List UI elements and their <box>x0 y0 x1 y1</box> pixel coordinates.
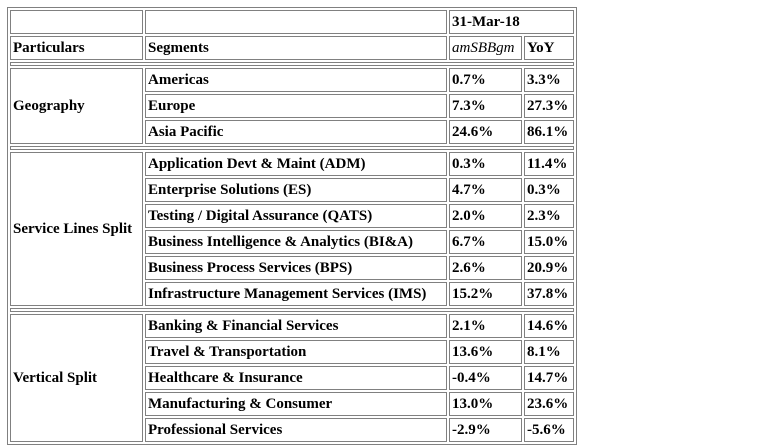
metric-value-cell: 0.7% <box>449 68 522 92</box>
group-name-cell: Geography <box>10 68 143 144</box>
segment-name-cell: Testing / Digital Assurance (QATS) <box>145 204 447 228</box>
yoy-value-cell: 11.4% <box>524 152 574 176</box>
table-row: Testing / Digital Assurance (QATS) 2.0% 2.… <box>10 204 574 228</box>
group-separator-cell <box>10 62 574 66</box>
metric-value-cell: 2.1% <box>449 314 522 338</box>
segment-table-container: 31-Mar-18 Particulars Segments amSBBgm Y… <box>7 7 577 445</box>
metric-value-cell: 13.6% <box>449 340 522 364</box>
yoy-value-cell: 20.9% <box>524 256 574 280</box>
table-row: Business Process Services (BPS) 2.6% 20.9% <box>10 256 574 280</box>
metric-value-cell: 24.6% <box>449 120 522 144</box>
header-date: 31-Mar-18 <box>449 10 574 34</box>
table-row: Manufacturing & Consumer 13.0% 23.6% <box>10 392 574 416</box>
table-row: Business Intelligence & Analytics (BI&A)… <box>10 230 574 254</box>
segment-name-cell: Business Intelligence & Analytics (BI&A) <box>145 230 447 254</box>
metric-value-cell: 2.6% <box>449 256 522 280</box>
header-yoy: YoY <box>524 36 574 60</box>
metric-value-cell: 6.7% <box>449 230 522 254</box>
yoy-value-cell: -5.6% <box>524 418 574 442</box>
segment-name-cell: Banking & Financial Services <box>145 314 447 338</box>
group-separator-cell <box>10 308 574 312</box>
table-row: Infrastructure Management Services (IMS)… <box>10 282 574 306</box>
table-row: Europe 7.3% 27.3% <box>10 94 574 118</box>
segment-name-cell: Professional Services <box>145 418 447 442</box>
metric-value-cell: 4.7% <box>449 178 522 202</box>
metric-value-cell: 7.3% <box>449 94 522 118</box>
yoy-value-cell: 14.7% <box>524 366 574 390</box>
segment-table: 31-Mar-18 Particulars Segments amSBBgm Y… <box>7 7 577 445</box>
header-segments: Segments <box>145 36 447 60</box>
header-metric: amSBBgm <box>449 36 522 60</box>
yoy-value-cell: 8.1% <box>524 340 574 364</box>
table-row: Travel & Transportation 13.6% 8.1% <box>10 340 574 364</box>
group-separator-cell <box>10 146 574 150</box>
segment-name-cell: Manufacturing & Consumer <box>145 392 447 416</box>
header-particulars: Particulars <box>10 36 143 60</box>
metric-value-cell: 2.0% <box>449 204 522 228</box>
table-row: Enterprise Solutions (ES) 4.7% 0.3% <box>10 178 574 202</box>
segment-name-cell: Americas <box>145 68 447 92</box>
table-row: Healthcare & Insurance -0.4% 14.7% <box>10 366 574 390</box>
yoy-value-cell: 37.8% <box>524 282 574 306</box>
yoy-value-cell: 27.3% <box>524 94 574 118</box>
metric-value-cell: -2.9% <box>449 418 522 442</box>
metric-value-cell: -0.4% <box>449 366 522 390</box>
table-row: Vertical Split Banking & Financial Servic… <box>10 314 574 442</box>
yoy-value-cell: 14.6% <box>524 314 574 338</box>
yoy-value-cell: 86.1% <box>524 120 574 144</box>
table-row: Asia Pacific 24.6% 86.1% <box>10 120 574 144</box>
metric-value-cell: 0.3% <box>449 152 522 176</box>
yoy-value-cell: 23.6% <box>524 392 574 416</box>
table-row: Service Lines Split Application Devt & Ma… <box>10 152 574 306</box>
group-separator-row <box>10 308 574 312</box>
header-empty-cell-1 <box>10 10 143 34</box>
yoy-value-cell: 15.0% <box>524 230 574 254</box>
segment-name-cell: Asia Pacific <box>145 120 447 144</box>
group-separator-row <box>10 146 574 150</box>
yoy-value-cell: 0.3% <box>524 178 574 202</box>
yoy-value-cell: 3.3% <box>524 68 574 92</box>
segment-name-cell: Application Devt & Maint (ADM) <box>145 152 447 176</box>
segment-table-body: 31-Mar-18 Particulars Segments amSBBgm Y… <box>10 10 574 442</box>
segment-name-cell: Business Process Services (BPS) <box>145 256 447 280</box>
segment-name-cell: Travel & Transportation <box>145 340 447 364</box>
segment-name-cell: Infrastructure Management Services (IMS) <box>145 282 447 306</box>
header-row-labels: Particulars Segments amSBBgm YoY <box>10 36 574 60</box>
metric-value-cell: 13.0% <box>449 392 522 416</box>
header-row-date: 31-Mar-18 <box>10 10 574 34</box>
segment-name-cell: Enterprise Solutions (ES) <box>145 178 447 202</box>
table-row: Geography Americas 0.7% 3.3% <box>10 68 574 144</box>
segment-name-cell: Healthcare & Insurance <box>145 366 447 390</box>
group-name-cell: Vertical Split <box>10 314 143 442</box>
segment-name-cell: Europe <box>145 94 447 118</box>
metric-value-cell: 15.2% <box>449 282 522 306</box>
group-separator-row <box>10 62 574 66</box>
yoy-value-cell: 2.3% <box>524 204 574 228</box>
group-name-cell: Service Lines Split <box>10 152 143 306</box>
header-empty-cell-2 <box>145 10 447 34</box>
